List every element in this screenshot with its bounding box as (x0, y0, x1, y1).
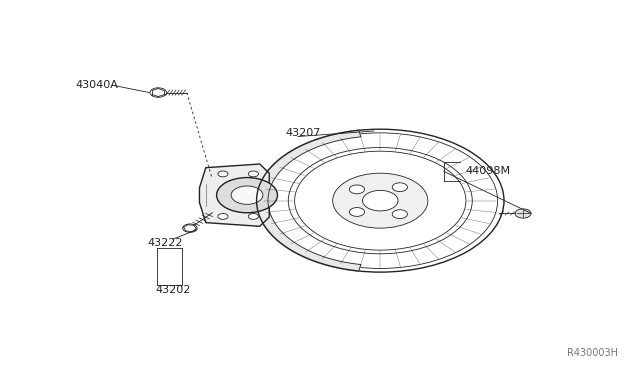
Circle shape (392, 210, 408, 218)
Circle shape (248, 171, 259, 177)
Circle shape (362, 190, 398, 211)
Text: 43040A: 43040A (76, 80, 118, 90)
Polygon shape (200, 164, 269, 226)
Circle shape (248, 214, 259, 219)
Circle shape (515, 209, 531, 218)
Circle shape (392, 183, 408, 192)
Circle shape (216, 177, 278, 213)
Circle shape (349, 185, 365, 194)
Circle shape (218, 171, 228, 177)
Polygon shape (257, 130, 361, 271)
Text: 43222: 43222 (147, 238, 183, 248)
Text: 44098M: 44098M (466, 166, 511, 176)
Circle shape (333, 173, 428, 228)
Text: 43207: 43207 (285, 128, 321, 138)
Text: 43202: 43202 (155, 285, 191, 295)
Circle shape (349, 208, 365, 217)
Circle shape (218, 214, 228, 219)
Circle shape (231, 186, 263, 204)
Text: R430003H: R430003H (567, 348, 618, 358)
